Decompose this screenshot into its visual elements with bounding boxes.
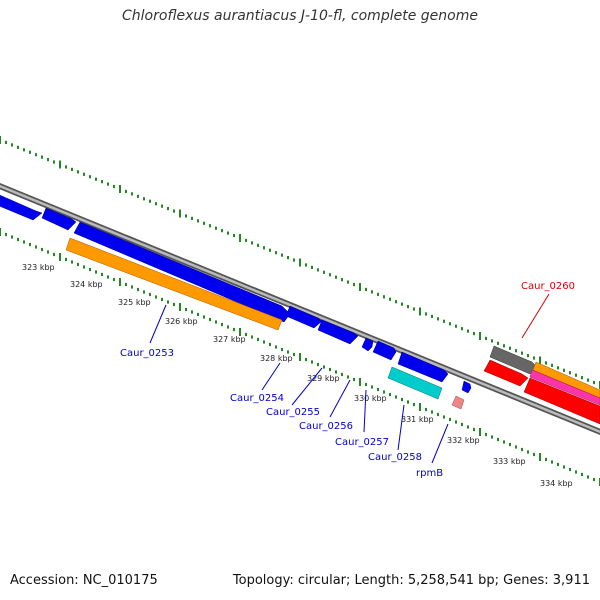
ruler-label: 334 kbp: [540, 479, 573, 488]
gene-label-caur-0255[interactable]: Caur_0255: [266, 407, 320, 418]
ruler-label: 331 kbp: [401, 415, 434, 424]
gene-arrow-cyan[interactable]: [387, 366, 443, 400]
gene-arrow[interactable]: [73, 221, 291, 323]
gene-arrow-orange[interactable]: [65, 237, 283, 331]
outer-tick-track: [0, 136, 600, 389]
gene-label-caur-0258[interactable]: Caur_0258: [368, 452, 422, 463]
gene-arrow[interactable]: [461, 380, 472, 394]
topology-text: Topology: circular; Length: 5,258,541 bp…: [232, 573, 590, 588]
ruler-label: 323 kbp: [22, 263, 55, 272]
genome-backbone: [0, 182, 600, 436]
gene-arrow-red-right[interactable]: [523, 377, 600, 425]
gene-arrow[interactable]: [41, 207, 77, 231]
ruler-label: 327 kbp: [213, 335, 246, 344]
gene-arrow[interactable]: [361, 337, 374, 352]
gene-label-rpmb[interactable]: rpmB: [416, 468, 443, 479]
ruler-label: 329 kbp: [307, 374, 340, 383]
ruler-label: 328 kbp: [260, 354, 293, 363]
gene-arrow-orange-right[interactable]: [532, 361, 600, 399]
gene-label-caur-0257[interactable]: Caur_0257: [335, 437, 389, 448]
genome-title: Chloroflexus aurantiacus J-10-fl, comple…: [122, 8, 478, 24]
ruler-label: 330 kbp: [354, 394, 387, 403]
ruler-labels: 323 kbp 324 kbp 325 kbp 326 kbp 327 kbp …: [22, 263, 573, 488]
ruler-label: 325 kbp: [118, 298, 151, 307]
label-leaders: [149, 293, 550, 464]
gene-label-caur-0253[interactable]: Caur_0253: [120, 348, 174, 359]
gene-labels: Caur_0253 Caur_0254 Caur_0255 Caur_0256 …: [120, 281, 575, 479]
gene-arrow[interactable]: [372, 340, 397, 361]
forward-genes: [0, 193, 472, 394]
ruler-label: 333 kbp: [493, 457, 526, 466]
gene-label-caur-0254[interactable]: Caur_0254: [230, 393, 284, 404]
ruler-label: 324 kbp: [70, 280, 103, 289]
gene-arrow-pink[interactable]: [451, 395, 465, 410]
gene-arrow[interactable]: [317, 319, 359, 345]
other-genes: [65, 237, 600, 425]
gene-arrow-magenta[interactable]: [529, 369, 600, 406]
inner-tick-track: [0, 228, 600, 486]
ruler-label: 332 kbp: [447, 436, 480, 445]
gene-arrow[interactable]: [0, 193, 43, 221]
gene-label-caur-0256[interactable]: Caur_0256: [299, 421, 353, 432]
gene-arrow[interactable]: [285, 305, 323, 329]
gene-arrow[interactable]: [397, 351, 449, 383]
ruler-label: 326 kbp: [165, 317, 198, 326]
gene-label-caur-0260[interactable]: Caur_0260: [521, 281, 575, 292]
accession-text: Accession: NC_010175: [10, 573, 158, 588]
gene-arrow-red[interactable]: [483, 359, 529, 387]
